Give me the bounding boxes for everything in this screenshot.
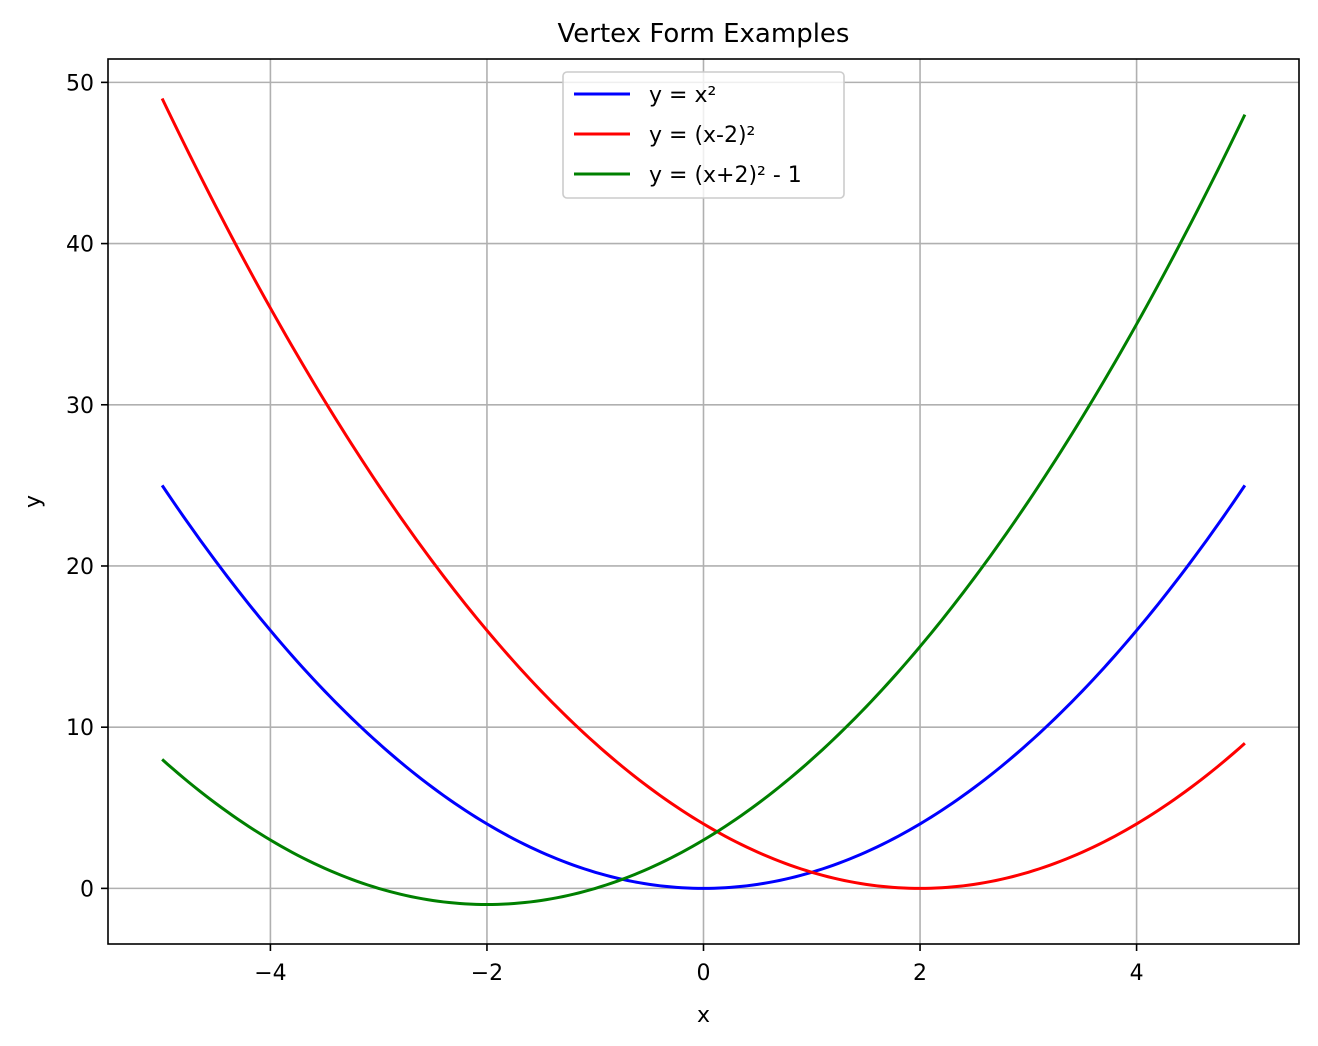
y-tick-label: 40 (66, 233, 94, 258)
y-tick-label: 10 (66, 716, 94, 741)
series-lines (160, 97, 1247, 907)
series-line-1 (160, 484, 1247, 890)
x-tick-label: 0 (697, 961, 711, 986)
y-axis-title: y (21, 495, 46, 508)
chart-title: Vertex Form Examples (558, 19, 850, 49)
x-tick-label: 4 (1130, 961, 1144, 986)
x-tick-label: −4 (254, 961, 286, 986)
x-tick-label: −2 (471, 961, 503, 986)
x-tick-label: 2 (913, 961, 927, 986)
legend-box (562, 71, 845, 199)
y-tick-label: 0 (80, 877, 94, 902)
y-tick-label: 20 (66, 555, 94, 580)
legend-label: y = (x+2)² - 1 (649, 163, 802, 188)
legend-label: y = x² (649, 83, 716, 108)
series-line-3 (161, 113, 1247, 907)
legend-label: y = (x-2)² (649, 123, 755, 148)
legend: y = x² y = (x-2)² y = (x+2)² - 1 (562, 71, 845, 199)
y-tick-label: 50 (66, 71, 94, 96)
x-axis-title: x (697, 1003, 710, 1028)
series-line-2 (160, 97, 1246, 890)
y-tick-label: 30 (66, 394, 94, 419)
